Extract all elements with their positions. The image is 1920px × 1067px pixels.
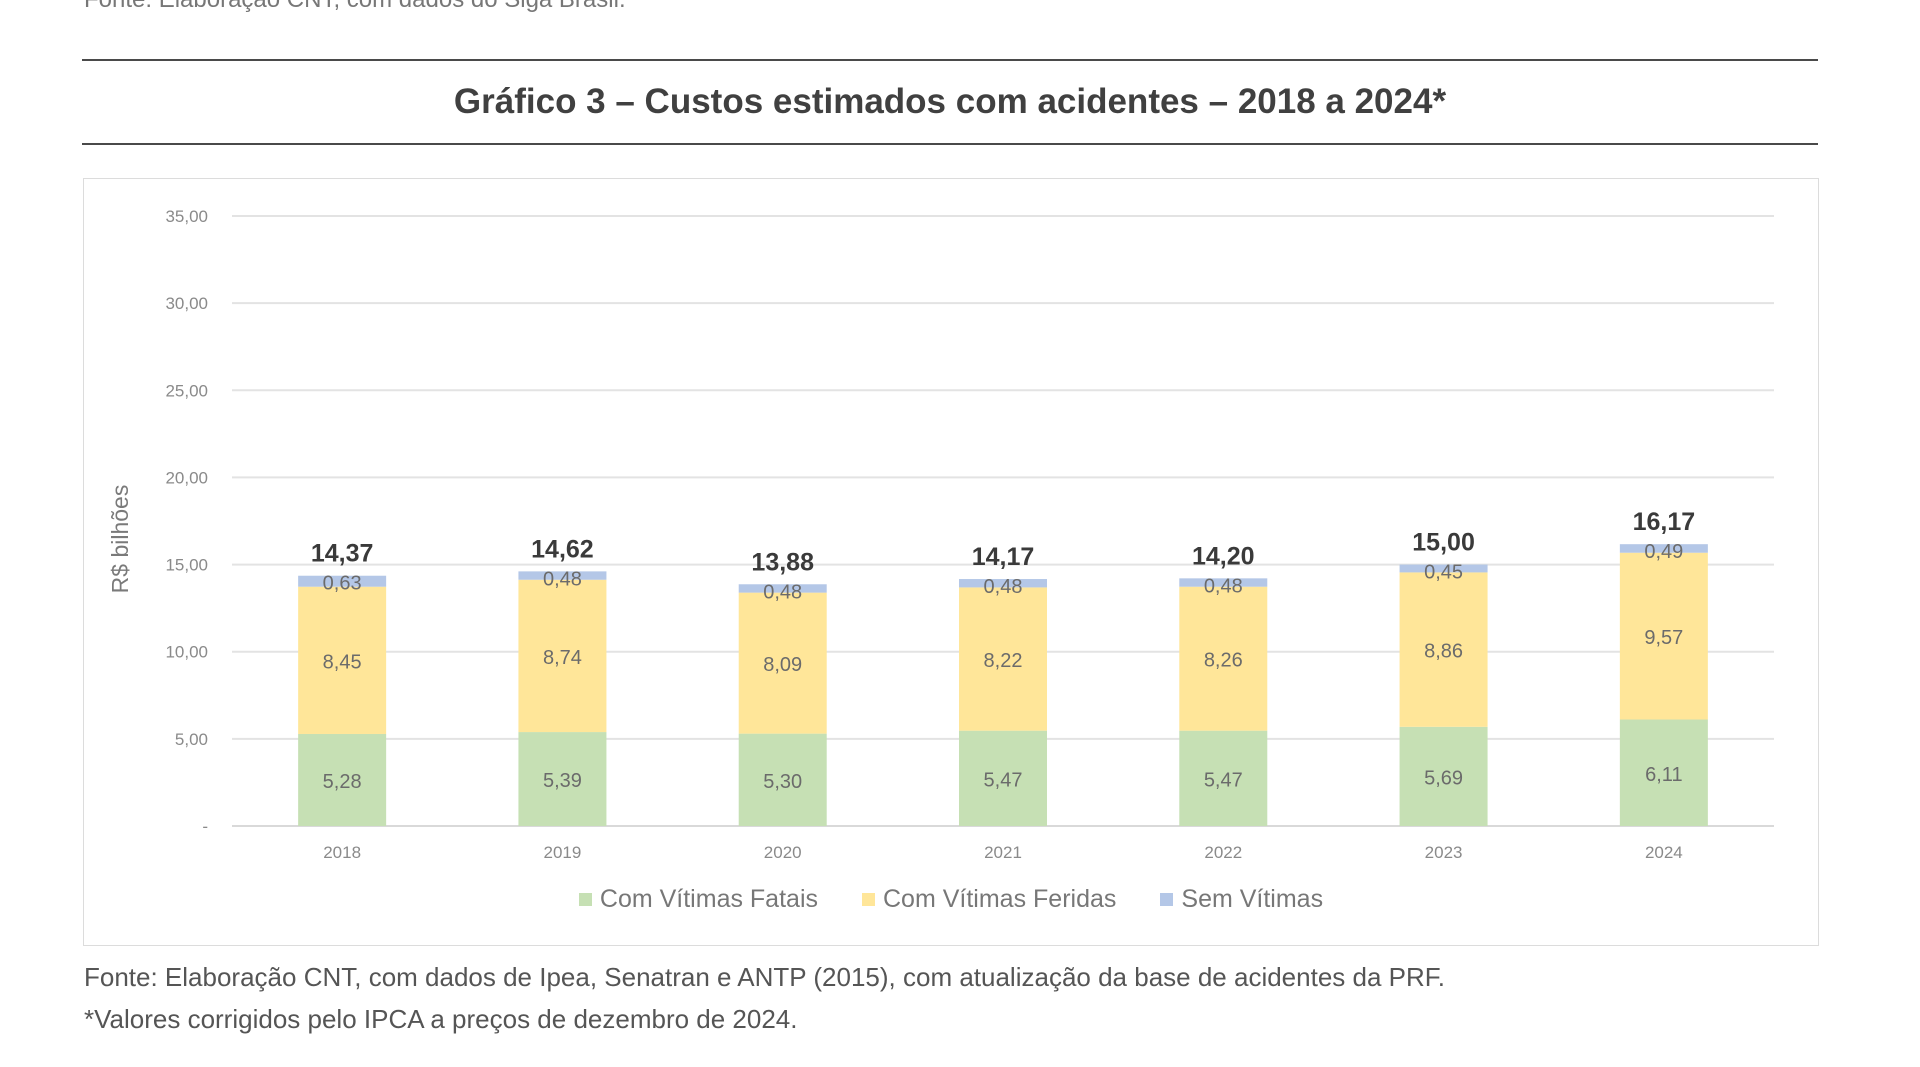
data-label: 5,28 [323, 771, 362, 793]
bar-segment-com-v-timas-fatais [1399, 726, 1488, 826]
bar-segment-com-v-timas-fatais [1619, 719, 1708, 826]
data-label: 5,47 [1204, 769, 1243, 791]
y-tick-label: 10,00 [165, 643, 208, 662]
total-label: 15,00 [1412, 529, 1475, 557]
y-tick-label: 20,00 [165, 468, 208, 487]
bar-segment-com-v-timas-feridas [1619, 552, 1708, 720]
legend-item: Com Vítimas Feridas [862, 885, 1116, 914]
data-label: 5,47 [984, 769, 1023, 791]
y-tick-label: 15,00 [165, 556, 208, 575]
stacked-bar-chart: - 5,00 10,00 15,00 20,00 25,00 30,00 35,00 R$ bi… [107, 207, 1774, 862]
bar-segment-com-v-timas-fatais [738, 733, 827, 826]
y-tick-label: - [202, 817, 208, 836]
total-label: 14,37 [311, 540, 374, 568]
total-label: 16,17 [1633, 508, 1696, 536]
total-label: 13,88 [751, 548, 814, 576]
bar-segment-sem-v-timas [518, 571, 607, 580]
data-label: 8,26 [1204, 650, 1243, 672]
data-label: 8,74 [543, 647, 582, 669]
bar-segment-sem-v-timas [959, 579, 1047, 588]
legend-swatch [578, 893, 592, 906]
bar-segment-com-v-timas-feridas [738, 592, 827, 734]
bar-segment-com-v-timas-fatais [959, 730, 1047, 826]
total-label: 14,62 [531, 535, 594, 563]
source-footnote: Fonte: Elaboração CNT, com dados de Ipea… [84, 962, 1445, 992]
title-rule-bottom [82, 143, 1818, 145]
bar-segment-sem-v-timas [298, 575, 387, 587]
x-tick-label: 2023 [1425, 843, 1463, 862]
bar-segment-com-v-timas-fatais [298, 733, 387, 826]
legend-label: Com Vítimas Fatais [599, 885, 818, 913]
data-label: 8,86 [1424, 641, 1463, 663]
chart-title: Gráfico 3 – Custos estimados com acident… [453, 82, 1447, 121]
y-tick-label: 35,00 [165, 207, 208, 226]
ipca-footnote: *Valores corrigidos pelo IPCA a preços d… [84, 1004, 798, 1034]
legend-item: Com Vítimas Fatais [578, 885, 818, 914]
y-tick-label: 30,00 [165, 294, 208, 313]
data-label: 8,09 [763, 654, 802, 676]
data-label: 0,48 [984, 576, 1023, 598]
x-tick-label: 2020 [764, 843, 802, 862]
bar-segment-com-v-timas-feridas [518, 579, 607, 733]
data-label: 0,48 [763, 581, 802, 603]
y-tick-label: 25,00 [165, 381, 208, 400]
bar-segment-sem-v-timas [738, 584, 827, 593]
title-rule-top [82, 59, 1818, 61]
y-tick-label: 5,00 [175, 730, 208, 749]
bar-segment-com-v-timas-feridas [1399, 572, 1488, 727]
data-label: 0,63 [323, 573, 362, 595]
bar-segment-sem-v-timas [1179, 578, 1268, 587]
bar-segment-com-v-timas-feridas [1179, 586, 1268, 731]
total-label: 14,17 [972, 543, 1035, 571]
data-label: 0,49 [1644, 541, 1683, 563]
chart-legend: Com Vítimas Fatais Com Vítimas Feridas Sem… [84, 885, 1818, 914]
data-label: 8,45 [323, 651, 362, 673]
legend-item: Sem Vítimas [1160, 885, 1323, 914]
x-tick-label: 2021 [984, 843, 1022, 862]
data-label: 5,39 [543, 770, 582, 792]
data-label: 8,22 [984, 650, 1023, 672]
x-tick-label: 2019 [544, 843, 582, 862]
x-tick-label: 2022 [1204, 843, 1242, 862]
legend-swatch [862, 893, 875, 906]
legend-label: Sem Vítimas [1181, 885, 1324, 913]
chart-area: - 5,00 10,00 15,00 20,00 25,00 30,00 35,00 R$ bi… [83, 178, 1819, 946]
data-label: 5,69 [1424, 767, 1463, 789]
data-label: 0,48 [543, 568, 582, 590]
data-label: 5,30 [763, 771, 802, 793]
bar-segment-sem-v-timas [1619, 544, 1708, 553]
x-tick-label: 2018 [323, 843, 361, 862]
total-label: 14,20 [1192, 542, 1255, 570]
data-label: 6,11 [1645, 764, 1682, 786]
legend-label: Com Vítimas Feridas [883, 885, 1117, 913]
x-tick-label: 2024 [1645, 843, 1683, 862]
data-label: 0,45 [1424, 562, 1463, 584]
bar-segment-sem-v-timas [1399, 564, 1488, 573]
data-label: 0,48 [1204, 575, 1243, 597]
data-label: 9,57 [1644, 627, 1683, 649]
bar-segment-com-v-timas-feridas [298, 586, 387, 734]
bar-segment-com-v-timas-fatais [518, 732, 607, 826]
bar-segment-com-v-timas-fatais [1179, 730, 1268, 826]
top-source-note: Fonte: Elaboração CNT, com dados do Siga… [84, 0, 626, 14]
legend-swatch [1160, 893, 1174, 906]
bar-segment-com-v-timas-feridas [959, 587, 1047, 731]
y-axis-title: R$ bilhões [107, 485, 133, 594]
